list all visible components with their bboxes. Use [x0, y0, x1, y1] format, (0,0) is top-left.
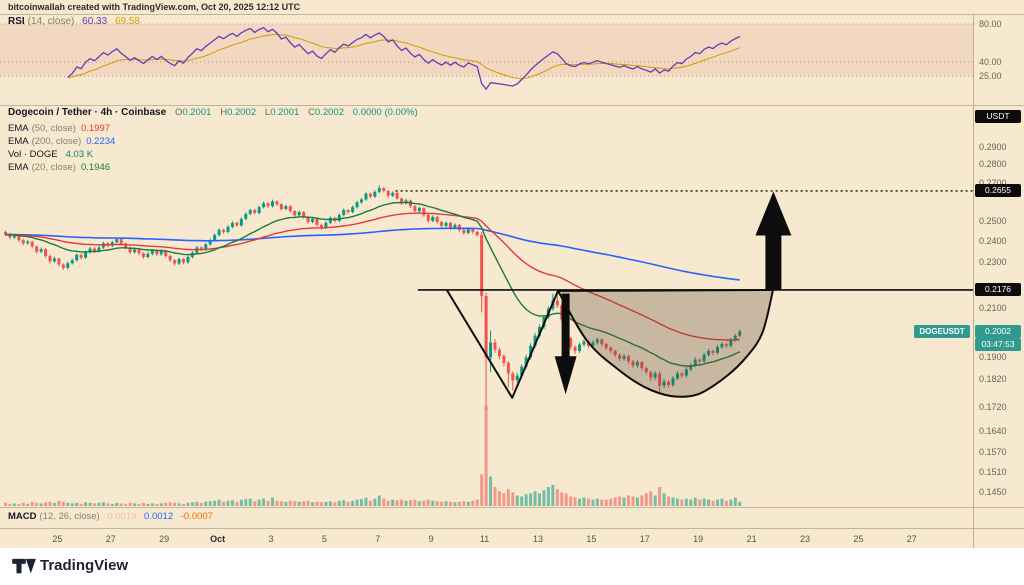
rsi-legend[interactable]: RSI (14, close) 60.33 69.58: [8, 16, 140, 27]
price-axis-label: 0.1570: [979, 447, 1007, 458]
last-price-badge: 0.2002: [975, 324, 1021, 338]
rsi-axis-label: 40.00: [979, 57, 1002, 67]
price-axis-label: 0.2700: [979, 177, 1007, 188]
price-axis-label: 0.2400: [979, 236, 1007, 247]
neckline-price-badge: 0.2176: [975, 283, 1021, 297]
time-axis-label: 25: [853, 534, 864, 544]
time-axis-label: 27: [906, 534, 917, 544]
time-axis-label: 25: [52, 534, 63, 544]
indicator-name: EMA: [8, 123, 29, 134]
tradingview-logo-icon: [12, 558, 36, 574]
price-axis-label: 0.1450: [979, 487, 1007, 497]
rsi-params: (14, close): [27, 16, 75, 27]
time-axis-label: 13: [532, 534, 543, 544]
symbol-legend[interactable]: Dogecoin / Tether · 4h · Coinbase O0.200…: [8, 107, 418, 118]
time-axis-label: 23: [799, 534, 810, 544]
indicator-row-ema200[interactable]: EMA (200, close) 0.2234: [8, 136, 115, 147]
price-axis-label: 0.1720: [979, 402, 1007, 412]
price-axis-label: 0.1820: [979, 373, 1007, 384]
volume-bars: [4, 405, 742, 506]
open-value: 0.2001: [182, 107, 212, 118]
macd-hist-value: 0.0019: [107, 511, 137, 522]
change-value: 0.0000 (0.00%): [352, 107, 418, 118]
low-value: 0.2001: [270, 107, 300, 118]
time-axis-label: 9: [428, 534, 434, 544]
macd-title: MACD: [8, 511, 37, 522]
price-axis-label: 0.2800: [979, 159, 1007, 170]
indicator-params: (20, close): [31, 162, 76, 173]
ema50-line[interactable]: [5, 212, 740, 341]
attribution-text: bitcoinwallah created with TradingView.c…: [8, 2, 301, 12]
price-axis-label: 0.1900: [979, 352, 1007, 363]
price-axis-label: 0.2100: [979, 302, 1007, 313]
chart-background: [0, 0, 1024, 548]
rsi-title: RSI: [8, 16, 25, 27]
time-axis-label: 15: [586, 534, 597, 544]
indicator-params: (50, close): [31, 123, 76, 134]
macd-legend[interactable]: MACD (12, 26, close) 0.0019 0.0012 -0.000…: [8, 511, 213, 522]
v-pattern-drawing[interactable]: [445, 289, 559, 399]
volume-value: 4.03 K: [65, 149, 94, 160]
rsi-ma-value: 69.58: [114, 16, 140, 27]
candle-countdown-badge: 03:47:53: [975, 338, 1021, 352]
symbol-tag: DOGEUSDT: [914, 324, 970, 338]
rsi-axis-label: 25.00: [979, 71, 1002, 82]
ema20-value: 0.1946: [80, 162, 111, 173]
indicator-name: EMA: [8, 136, 29, 147]
low-label: L: [264, 107, 271, 118]
target-price-badge: 0.2655: [975, 184, 1021, 198]
indicator-name: EMA: [8, 162, 29, 173]
footer-brand-text: TradingView: [40, 557, 129, 574]
symbol-title: Dogecoin / Tether · 4h · Coinbase: [8, 107, 167, 118]
time-axis-label: 3: [268, 534, 274, 544]
price-axis-label: 0.2900: [979, 142, 1007, 152]
ema50-value: 0.1997: [80, 123, 111, 134]
rsi-value: 60.33: [82, 16, 108, 27]
price-axis-label: 0.2300: [979, 257, 1007, 268]
rsi-axis-label: 80.00: [979, 19, 1002, 29]
time-axis-label: 5: [321, 534, 327, 544]
ema200-line[interactable]: [5, 227, 740, 281]
time-axis-month-label: Oct: [210, 534, 226, 544]
down-arrow-annotation[interactable]: [554, 293, 577, 395]
price-axis-label: 0.1510: [979, 466, 1007, 477]
up-arrow-annotation[interactable]: [755, 191, 792, 291]
high-value: 0.2002: [227, 107, 257, 118]
time-axis-label: 19: [693, 534, 704, 544]
time-axis-label: 17: [639, 534, 650, 544]
time-axis[interactable]: 25 27 29 Oct 3 5 7 9 11 13 15 17 19 21 23 25 27: [0, 529, 973, 548]
indicator-name: Vol · DOGE: [8, 149, 58, 160]
close-value: 0.2002: [314, 107, 344, 118]
ema200-value: 0.2234: [86, 136, 116, 147]
open-label: O: [174, 107, 183, 118]
time-axis-label: 7: [375, 534, 381, 544]
time-axis-label: 29: [159, 534, 170, 544]
ema20-line[interactable]: [5, 201, 741, 367]
indicator-row-ema20[interactable]: EMA (20, close) 0.1946: [8, 162, 110, 173]
indicator-params: (200, close): [31, 136, 82, 147]
currency-badge: USDT: [975, 110, 1021, 123]
macd-line-value: 0.0012: [144, 511, 174, 522]
high-label: H: [220, 107, 228, 118]
footer-bar: TradingView: [0, 548, 1024, 585]
macd-params: (12, 26, close): [39, 511, 100, 522]
time-axis-label: 21: [746, 534, 757, 544]
close-label: C: [308, 107, 315, 118]
indicator-row-ema50[interactable]: EMA (50, close) 0.1997: [8, 123, 110, 134]
price-axis[interactable]: 0.2900 0.2800 0.2700 0.2500 0.2400 0.2300 0.21…: [973, 14, 1024, 548]
price-axis-label: 0.2500: [979, 215, 1007, 226]
indicator-row-volume[interactable]: Vol · DOGE 4.03 K: [8, 149, 93, 160]
cup-pattern-drawing[interactable]: [557, 289, 774, 398]
rsi-line[interactable]: [67, 27, 741, 91]
macd-signal-value: -0.0007: [180, 511, 213, 522]
time-axis-label: 11: [479, 534, 490, 544]
price-axis-label: 0.1640: [979, 425, 1007, 436]
time-axis-label: 27: [105, 534, 116, 544]
